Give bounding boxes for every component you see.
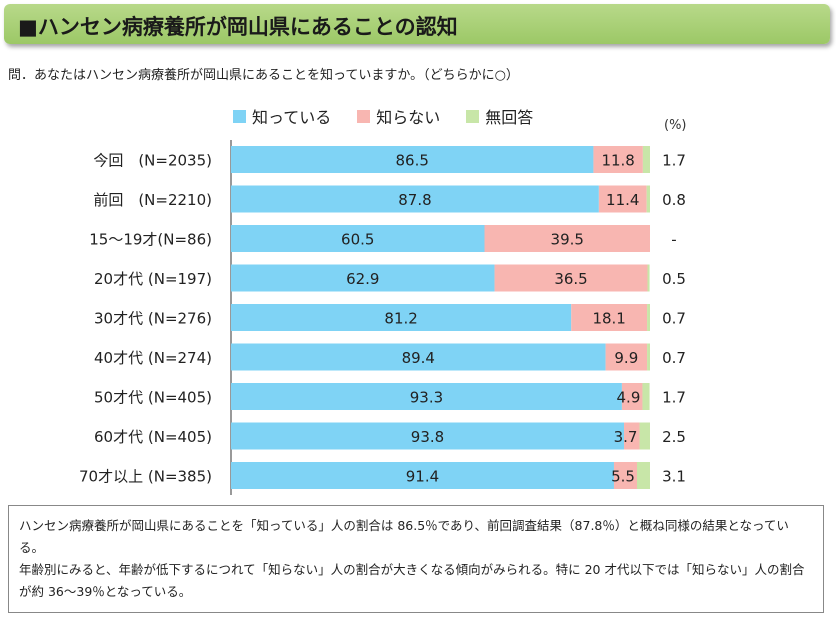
bar-unknown [598, 185, 647, 213]
category-label: 前回 (N=2210) [93, 191, 212, 209]
data-label-unknown: 36.5 [554, 270, 587, 288]
data-label-known: 81.2 [384, 310, 417, 328]
data-label-known: 93.8 [411, 428, 444, 446]
bar-known [231, 264, 495, 292]
bar-no-answer [647, 264, 650, 292]
bar-unknown [605, 343, 648, 371]
bar-known [231, 422, 625, 450]
bar-unknown [484, 225, 650, 252]
data-label-known: 93.3 [410, 389, 443, 407]
summary-box: ハンセン病療養所が岡山県にあることを「知っている」人の割合は 86.5％であり、… [8, 505, 824, 613]
data-label-unknown: 39.5 [551, 231, 584, 249]
bar-unknown [621, 383, 643, 410]
chart-legend: 知っている 知らない 無回答 [233, 104, 559, 128]
title-banner: ■ハンセン病療養所が岡山県にあることの認知 [4, 4, 830, 44]
bar-unknown [494, 264, 648, 292]
bar-no-answer [647, 304, 650, 331]
unit-label: (%) [664, 118, 687, 133]
bar-known [231, 383, 622, 410]
data-label-known: 89.4 [402, 349, 435, 367]
category-label: 40才代 (N=274) [94, 349, 212, 367]
data-label-known: 91.4 [406, 468, 439, 486]
legend-label-no-answer: 無回答 [485, 108, 534, 127]
bar-no-answer [642, 146, 650, 173]
category-label: 50才代 (N=405) [94, 389, 212, 407]
data-label-known: 87.8 [398, 191, 431, 209]
category-label: 20才代 (N=197) [94, 270, 212, 288]
bar-unknown [624, 422, 640, 450]
legend-item-unknown: 知らない [357, 104, 440, 128]
legend-swatch-no-answer [466, 109, 480, 123]
bar-no-answer [642, 383, 650, 410]
category-label: 15～19才(N=86) [89, 231, 212, 249]
bar-unknown [571, 304, 648, 331]
bar-unknown [593, 146, 643, 173]
data-label-no-answer: 0.5 [662, 270, 686, 288]
legend-item-no-answer: 無回答 [466, 104, 533, 128]
data-label-no-answer: 1.7 [662, 389, 686, 407]
data-label-no-answer: 0.7 [662, 349, 686, 367]
data-label-unknown: 11.8 [601, 152, 634, 170]
bar-known [231, 146, 594, 173]
data-label-no-answer: 2.5 [662, 428, 686, 446]
summary-paragraph-1: ハンセン病療養所が岡山県にあることを「知っている」人の割合は 86.5％であり、… [19, 518, 789, 555]
page-title: ■ハンセン病療養所が岡山県にあることの認知 [18, 15, 458, 39]
bar-unknown [613, 462, 638, 489]
bar-known [231, 343, 606, 371]
data-label-unknown: 9.9 [614, 349, 638, 367]
bar-no-answer [647, 343, 650, 371]
category-label: 今回 (N=2035) [93, 152, 212, 170]
bar-no-answer [637, 462, 650, 489]
legend-swatch-unknown [357, 109, 371, 123]
bar-known [231, 304, 572, 331]
data-label-unknown: 3.7 [614, 428, 638, 446]
data-label-no-answer: - [671, 231, 676, 249]
data-label-unknown: 18.1 [592, 310, 625, 328]
data-label-unknown: 4.9 [617, 389, 641, 407]
data-label-unknown: 11.4 [606, 191, 639, 209]
data-label-no-answer: 1.7 [662, 152, 686, 170]
summary-paragraph-2: 年齢別にみると、年齢が低下するにつれて「知らない」人の割合が大きくなる傾向がみら… [19, 562, 805, 599]
stacked-bar-chart: 今回 (N=2035) 86.5 11.8 1.7 前回 (N=2210) 87.8 11.… [79, 140, 686, 495]
survey-question: 問．あなたはハンセン病療養所が岡山県にあることを知っていますか。（どちらかに○） [8, 68, 519, 83]
data-label-no-answer: 0.7 [662, 310, 686, 328]
bar-no-answer [646, 185, 650, 213]
category-label: 70才以上 (N=385) [79, 468, 212, 486]
bar-known [231, 185, 599, 213]
data-label-known: 60.5 [341, 231, 374, 249]
category-label: 60才代 (N=405) [94, 428, 212, 446]
data-label-no-answer: 3.1 [662, 468, 686, 486]
bar-known [231, 225, 485, 252]
bar-known [231, 462, 614, 489]
category-label: 30才代 (N=276) [94, 310, 212, 328]
legend-label-known: 知っている [252, 108, 332, 127]
data-label-known: 86.5 [396, 152, 429, 170]
legend-swatch-known [233, 109, 246, 123]
data-label-no-answer: 0.8 [662, 191, 686, 209]
legend-label-unknown: 知らない [376, 108, 441, 127]
legend-item-known: 知っている [233, 104, 331, 128]
data-label-unknown: 5.5 [611, 468, 635, 486]
data-label-known: 62.9 [346, 270, 379, 288]
bar-no-answer [639, 422, 650, 450]
